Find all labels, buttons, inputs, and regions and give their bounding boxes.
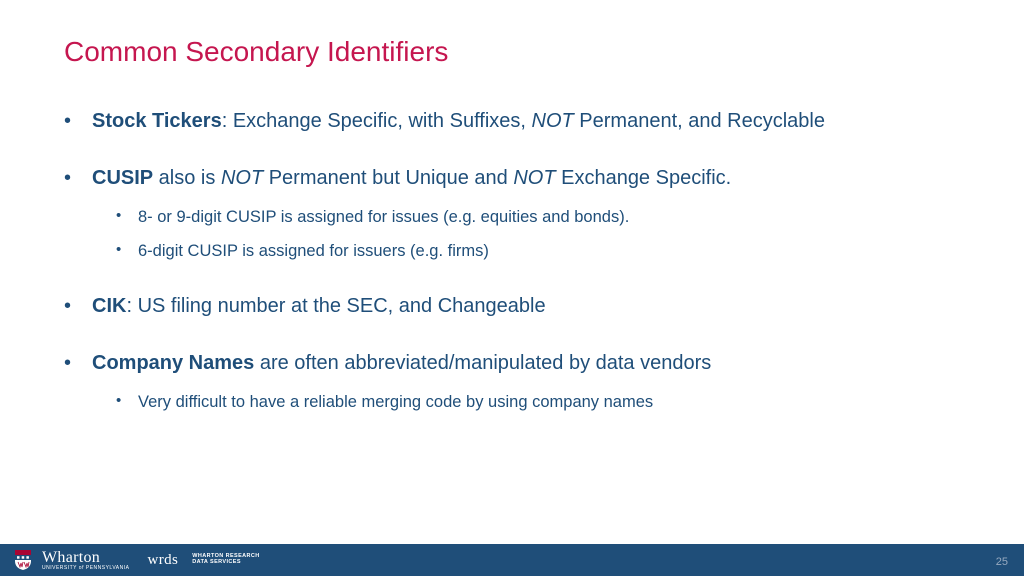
wrds-subtitle: WHARTON RESEARCH DATA SERVICES bbox=[192, 554, 259, 566]
bullet-marker: • bbox=[64, 165, 92, 192]
bullet-text: CUSIP also is NOT Permanent but Unique a… bbox=[92, 165, 984, 192]
bullet-cusip: • CUSIP also is NOT Permanent but Unique… bbox=[64, 165, 984, 263]
sub-bullets: • Very difficult to have a reliable merg… bbox=[116, 391, 984, 413]
bullet-cik: • CIK: US filing number at the SEC, and … bbox=[64, 293, 984, 320]
sub-bullet: • 6-digit CUSIP is assigned for issuers … bbox=[116, 240, 984, 262]
footer-bar: Wharton UNIVERSITY of PENNSYLVANIA wrds … bbox=[0, 544, 1024, 576]
txt: Permanent, and Recyclable bbox=[574, 110, 825, 132]
bullet-text: Stock Tickers: Exchange Specific, with S… bbox=[92, 108, 984, 135]
sub-bullets: • 8- or 9-digit CUSIP is assigned for is… bbox=[116, 206, 984, 263]
bullet-marker: • bbox=[116, 206, 138, 226]
txt: : US filing number at the SEC, and Chang… bbox=[126, 295, 545, 317]
slide-title: Common Secondary Identifiers bbox=[64, 36, 448, 68]
shield-icon bbox=[14, 549, 32, 571]
bullet-text: Company Names are often abbreviated/mani… bbox=[92, 350, 984, 377]
sub-bullet: • 8- or 9-digit CUSIP is assigned for is… bbox=[116, 206, 984, 228]
sub-bullet: • Very difficult to have a reliable merg… bbox=[116, 391, 984, 413]
bullet-lead: Stock Tickers bbox=[92, 110, 222, 132]
emph: NOT bbox=[221, 167, 263, 189]
bullet-company-names: • Company Names are often abbreviated/ma… bbox=[64, 350, 984, 413]
emph: NOT bbox=[532, 110, 574, 132]
emph: NOT bbox=[513, 167, 555, 189]
slide: Common Secondary Identifiers • Stock Tic… bbox=[0, 0, 1024, 576]
sub-bullet-text: 8- or 9-digit CUSIP is assigned for issu… bbox=[138, 206, 629, 228]
wharton-logo: Wharton UNIVERSITY of PENNSYLVANIA wrds … bbox=[14, 549, 260, 571]
sub-bullet-text: Very difficult to have a reliable mergin… bbox=[138, 391, 653, 413]
bullet-marker: • bbox=[64, 293, 92, 320]
page-number: 25 bbox=[996, 556, 1008, 568]
sub-bullet-text: 6-digit CUSIP is assigned for issuers (e… bbox=[138, 240, 489, 262]
bullet-marker: • bbox=[116, 391, 138, 411]
bullet-text: CIK: US filing number at the SEC, and Ch… bbox=[92, 293, 984, 320]
bullet-marker: • bbox=[64, 108, 92, 135]
content-area: • Stock Tickers: Exchange Specific, with… bbox=[64, 108, 984, 425]
txt: are often abbreviated/manipulated by dat… bbox=[254, 352, 711, 374]
bullet-stock-tickers: • Stock Tickers: Exchange Specific, with… bbox=[64, 108, 984, 135]
bullet-lead: CUSIP bbox=[92, 167, 153, 189]
wrds-wordmark: wrds bbox=[147, 552, 178, 569]
bullet-lead: Company Names bbox=[92, 352, 254, 374]
wrds-sub-line2: DATA SERVICES bbox=[192, 560, 259, 566]
wharton-subline: UNIVERSITY of PENNSYLVANIA bbox=[42, 565, 129, 571]
txt: Permanent but Unique and bbox=[263, 167, 513, 189]
txt: Exchange Specific. bbox=[556, 167, 732, 189]
txt: also is bbox=[153, 167, 221, 189]
bullet-marker: • bbox=[64, 350, 92, 377]
wharton-text-block: Wharton UNIVERSITY of PENNSYLVANIA bbox=[42, 549, 129, 571]
bullet-marker: • bbox=[116, 240, 138, 260]
txt: : Exchange Specific, with Suffixes, bbox=[222, 110, 532, 132]
bullet-lead: CIK bbox=[92, 295, 126, 317]
